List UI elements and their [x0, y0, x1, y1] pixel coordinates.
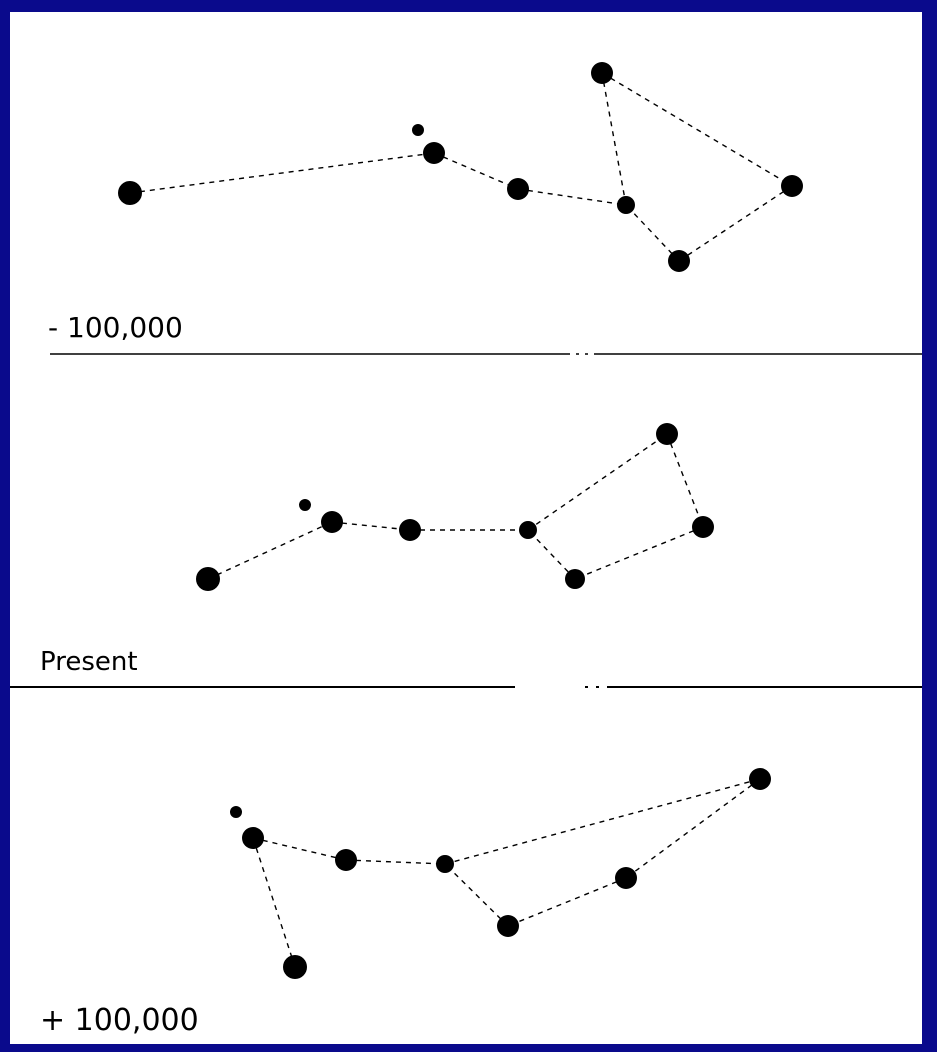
constellation-line: [666, 433, 704, 528]
big-dipper-diagram: - 100,000 Prese: [10, 62, 922, 1038]
constellation-line: [345, 859, 446, 865]
constellation-line: [331, 521, 411, 531]
star: [196, 567, 220, 591]
star-companion: [299, 499, 311, 511]
star: [335, 849, 357, 871]
constellation-line: [601, 72, 627, 206]
stars: [196, 423, 714, 591]
star: [617, 196, 635, 214]
star: [507, 178, 529, 200]
star-companion: [230, 806, 242, 818]
constellation-lines: [207, 433, 704, 580]
constellation-line: [507, 877, 627, 927]
constellation-line: [527, 433, 668, 531]
star: [656, 423, 678, 445]
diagram-frame: - 100,000 Prese: [10, 12, 922, 1044]
star: [423, 142, 445, 164]
star: [283, 955, 307, 979]
star: [692, 516, 714, 538]
star: [565, 569, 585, 589]
constellation-line: [129, 152, 435, 194]
panel-present: Present: [40, 423, 714, 677]
star: [591, 62, 613, 84]
star: [436, 855, 454, 873]
constellation-line: [207, 521, 333, 580]
star: [519, 521, 537, 539]
constellation-line: [252, 837, 296, 968]
constellation-line: [678, 185, 793, 262]
constellation-line: [601, 72, 793, 187]
star: [615, 867, 637, 889]
star: [497, 915, 519, 937]
panel-label: Present: [40, 647, 138, 677]
constellation-lines: [252, 778, 761, 968]
star: [749, 768, 771, 790]
panel-label: - 100,000: [48, 311, 183, 344]
star: [399, 519, 421, 541]
stars: [230, 768, 771, 979]
constellation-line: [517, 188, 627, 206]
constellation-line: [625, 778, 761, 879]
constellation-lines: [129, 72, 793, 262]
star: [781, 175, 803, 197]
constellation-line: [574, 526, 704, 580]
panel-future: + 100,000: [40, 768, 771, 1038]
constellation-line: [444, 778, 761, 865]
constellation-line: [444, 863, 509, 927]
star-companion: [412, 124, 424, 136]
constellation-line: [252, 837, 347, 861]
stars: [118, 62, 803, 272]
constellation-line: [433, 152, 519, 190]
panel-past: - 100,000: [48, 62, 803, 344]
star: [321, 511, 343, 533]
constellation-line: [625, 204, 680, 262]
star: [242, 827, 264, 849]
star: [668, 250, 690, 272]
panel-label: + 100,000: [40, 1003, 199, 1038]
constellation-line: [527, 529, 576, 580]
star: [118, 181, 142, 205]
